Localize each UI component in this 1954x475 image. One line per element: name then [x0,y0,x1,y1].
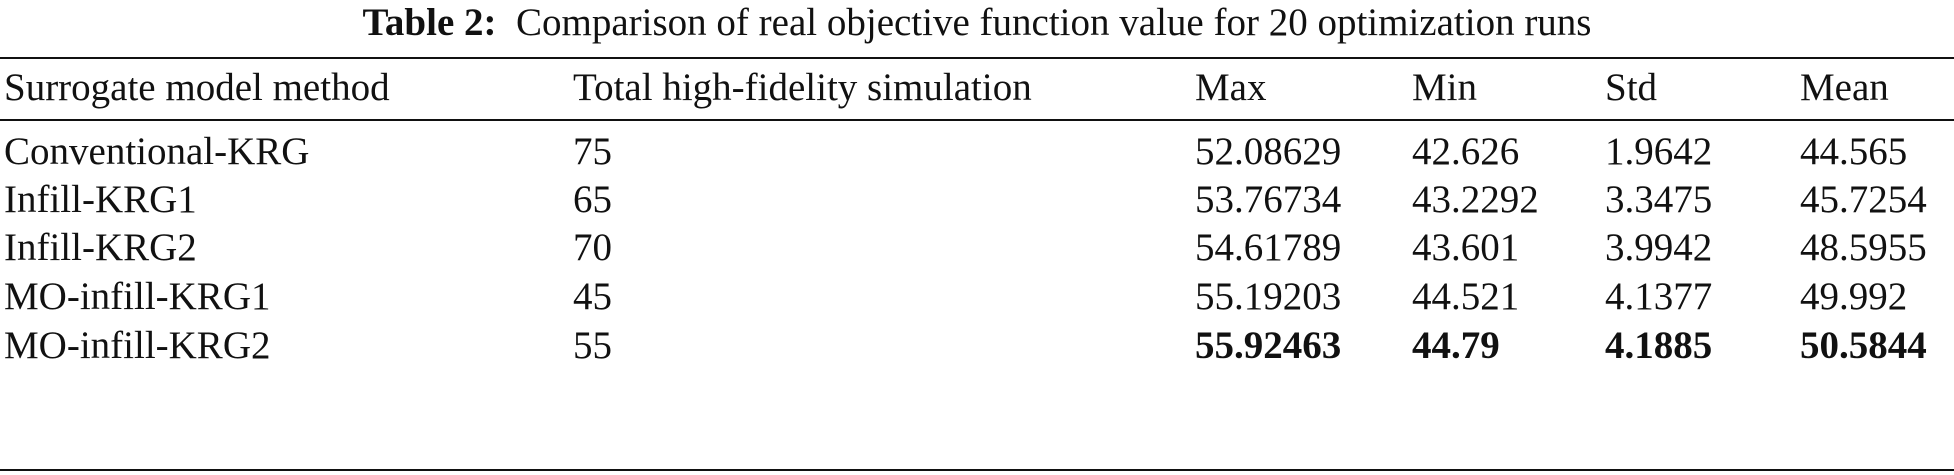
cell-method: MO-infill-KRG1 [4,275,271,318]
caption-label: Table 2: [362,1,497,44]
table-header-row: Surrogate model method Total high-fideli… [0,62,1954,114]
header-min: Min [1412,66,1478,109]
table-caption: Table 2: Comparison of real objective fu… [0,0,1954,46]
cell-simulation: 45 [573,275,612,318]
table-row: Infill-KRG2 70 54.61789 43.601 3.9942 48… [0,223,1954,273]
cell-simulation: 55 [573,324,612,367]
cell-std-best: 4.1885 [1605,324,1713,367]
table-row: Infill-KRG1 65 53.76734 43.2292 3.3475 4… [0,175,1954,225]
cell-min: 42.626 [1412,130,1520,173]
cell-method: MO-infill-KRG2 [4,324,271,367]
cell-mean: 49.992 [1800,275,1908,318]
cell-std: 3.9942 [1605,226,1713,269]
header-surrogate-method: Surrogate model method [4,66,390,109]
cell-min: 43.601 [1412,226,1520,269]
cell-mean-best: 50.5844 [1800,324,1927,367]
top-rule [0,57,1954,59]
table-row: MO-infill-KRG1 45 55.19203 44.521 4.1377… [0,272,1954,322]
caption-text: Comparison of real objective function va… [516,1,1592,44]
cell-simulation: 65 [573,178,612,221]
bottom-rule [0,469,1954,471]
header-std: Std [1605,66,1658,109]
cell-method: Infill-KRG1 [4,178,197,221]
header-rule [0,119,1954,121]
header-total-simulation: Total high-fidelity simulation [573,66,1032,109]
cell-method: Infill-KRG2 [4,226,197,269]
cell-std: 3.3475 [1605,178,1713,221]
cell-max: 54.61789 [1195,226,1342,269]
cell-max-best: 55.92463 [1195,324,1342,367]
cell-max: 55.19203 [1195,275,1342,318]
cell-mean: 44.565 [1800,130,1908,173]
cell-min: 43.2292 [1412,178,1539,221]
table-row: MO-infill-KRG2 55 55.92463 44.79 4.1885 … [0,321,1954,371]
cell-simulation: 75 [573,130,612,173]
cell-max: 53.76734 [1195,178,1342,221]
table-row: Conventional-KRG 75 52.08629 42.626 1.96… [0,127,1954,177]
cell-min-best: 44.79 [1412,324,1500,367]
header-mean: Mean [1800,66,1889,109]
cell-min: 44.521 [1412,275,1520,318]
cell-max: 52.08629 [1195,130,1342,173]
cell-method: Conventional-KRG [4,130,310,173]
cell-simulation: 70 [573,226,612,269]
cell-mean: 45.7254 [1800,178,1927,221]
cell-mean: 48.5955 [1800,226,1927,269]
header-max: Max [1195,66,1267,109]
cell-std: 4.1377 [1605,275,1713,318]
cell-std: 1.9642 [1605,130,1713,173]
